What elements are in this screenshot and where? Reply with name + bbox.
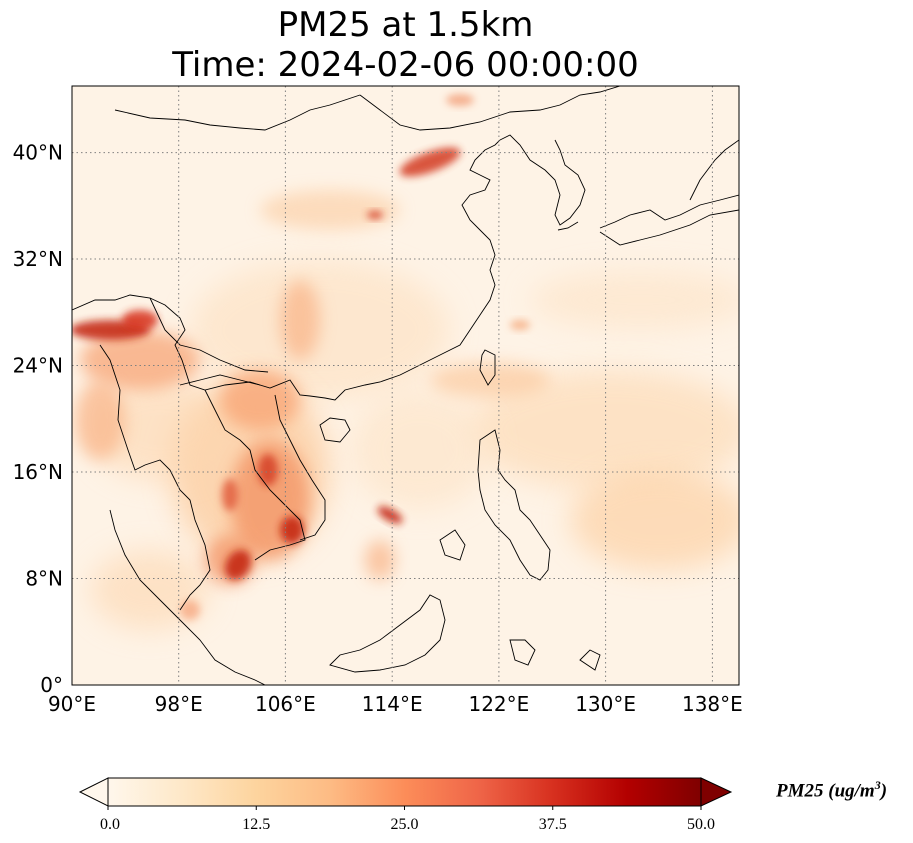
- colorbar-label-close: ): [880, 780, 888, 802]
- coastlines: [72, 86, 739, 685]
- x-tick-label: 114°E: [362, 692, 423, 716]
- y-tick-label: 16°N: [13, 460, 63, 484]
- colorbar-tick-label: 25.0: [391, 816, 419, 833]
- map-frame: [71, 85, 740, 686]
- map-title-line2: Time: 2024-02-06 00:00:00: [172, 45, 639, 85]
- colorbar: 0.0 12.5 25.0 37.5 50.0: [78, 777, 733, 833]
- colorbar-tick-label: 50.0: [687, 816, 715, 833]
- x-tick-label: 98°E: [155, 692, 203, 716]
- x-tick-label: 106°E: [255, 692, 316, 716]
- x-tick-label: 122°E: [468, 692, 529, 716]
- colorbar-label: PM25 (ug/m3): [776, 778, 887, 802]
- colorbar-label-text: PM25 (ug/m: [776, 780, 875, 802]
- y-tick-label: 24°N: [13, 354, 63, 378]
- colorbar-label-superscript: 3: [874, 778, 881, 792]
- y-axis-ticks: 0° 8°N 16°N 24°N 32°N 40°N: [13, 141, 63, 697]
- x-tick-label: 130°E: [575, 692, 636, 716]
- pm25-field: [72, 94, 739, 630]
- colorbar-gradient: [107, 777, 702, 807]
- colorbar-tick-label: 12.5: [242, 816, 270, 833]
- colorbar-tick-label: 0.0: [100, 816, 120, 833]
- gridlines: [72, 86, 739, 685]
- colorbar-max-extend: [700, 777, 733, 807]
- y-tick-label: 8°N: [25, 567, 63, 591]
- x-axis-ticks: 90°E 98°E 106°E 114°E 122°E 130°E 138°E: [48, 692, 743, 716]
- y-tick-label: 40°N: [13, 141, 63, 165]
- colorbar-tick-label: 37.5: [539, 816, 567, 833]
- y-tick-label: 0°: [40, 673, 63, 697]
- x-tick-label: 90°E: [48, 692, 96, 716]
- x-tick-label: 138°E: [682, 692, 743, 716]
- map-title-line1: PM25 at 1.5km: [277, 5, 534, 45]
- colorbar-min-extend: [78, 777, 109, 807]
- y-tick-label: 32°N: [13, 247, 63, 271]
